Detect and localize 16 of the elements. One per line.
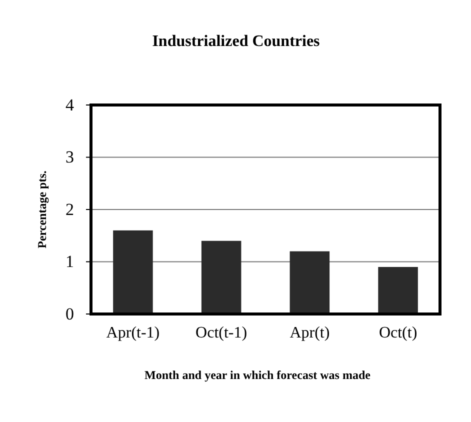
y-tick-label: 0 bbox=[66, 304, 74, 324]
x-tick-label: Oct(t) bbox=[378, 324, 418, 342]
y-tick-label: 4 bbox=[66, 95, 74, 114]
x-tick-label: Apr(t) bbox=[290, 324, 330, 342]
bar bbox=[290, 251, 330, 314]
bar bbox=[113, 230, 153, 314]
x-tick-label: Oct(t-1) bbox=[196, 324, 248, 342]
x-tick-label: Apr(t-1) bbox=[106, 324, 160, 342]
y-axis-title: Percentage pts. bbox=[35, 170, 49, 248]
chart-title: Industrialized Countries bbox=[152, 33, 320, 50]
y-tick-label: 3 bbox=[66, 148, 74, 167]
bar bbox=[378, 266, 418, 314]
y-tick-label: 1 bbox=[66, 252, 74, 272]
x-axis-title: Month and year in which forecast was made bbox=[144, 368, 372, 382]
bar bbox=[201, 240, 242, 314]
y-tick-label: 2 bbox=[66, 200, 74, 219]
